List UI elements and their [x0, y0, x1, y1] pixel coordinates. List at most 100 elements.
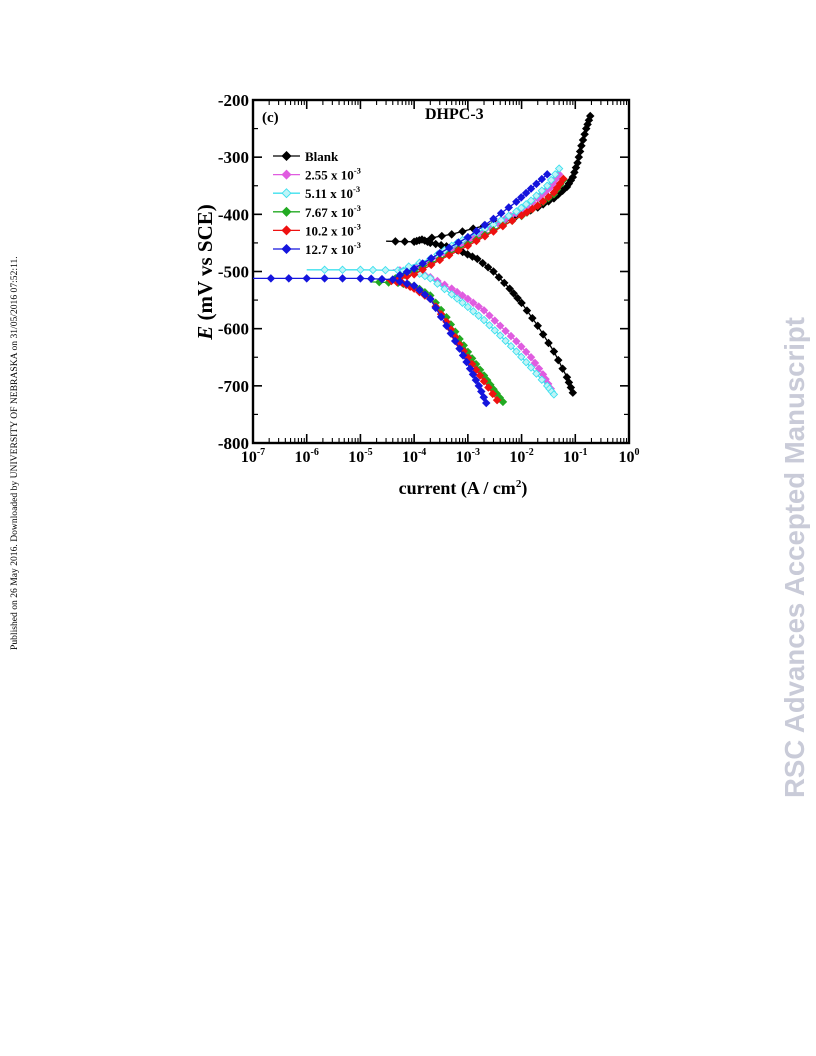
anodic-data-point [573, 158, 582, 168]
anodic-data-point [507, 216, 517, 226]
anodic-data-point [522, 208, 532, 217]
anodic-data-point [532, 191, 541, 200]
cathodic-data-point [513, 293, 522, 303]
cathodic-data-point [485, 321, 494, 330]
cathodic-data-point [478, 258, 487, 268]
anodic-data-point [489, 227, 498, 236]
anodic-data-point [472, 226, 481, 236]
anodic-data-point [418, 265, 427, 274]
cathodic-data-point [400, 237, 410, 246]
anodic-data-point [489, 214, 498, 224]
cathodic-data-point [505, 284, 514, 293]
legend-label-exponent: -3 [354, 221, 361, 231]
cathodic-data-point [320, 265, 329, 275]
x-tick-exponent: -4 [418, 447, 426, 458]
cathodic-data-point [482, 398, 491, 408]
anodic-data-point [528, 204, 537, 214]
anodic-data-point [463, 241, 473, 251]
anodic-data-point [504, 203, 513, 212]
anodic-branch-line [392, 173, 548, 279]
cathodic-data-point [320, 274, 329, 283]
anodic-data-point [512, 207, 521, 216]
cathodic-data-point [494, 272, 504, 282]
cathodic-data-point [479, 315, 489, 325]
legend-item: 10.2 x 10-3 [273, 221, 361, 238]
cathodic-data-point [522, 306, 532, 315]
cathodic-branch-line [385, 279, 498, 401]
cathodic-data-point [284, 274, 294, 283]
anodic-data-point [517, 193, 526, 202]
cathodic-data-point [338, 265, 347, 275]
cathodic-data-point [568, 388, 578, 397]
legend-label: 12.7 x 10-3 [305, 240, 361, 257]
legend-label: 2.55 x 10-3 [305, 166, 361, 183]
cathodic-data-point [479, 306, 489, 315]
cathodic-data-point [426, 294, 435, 304]
legend-marker [281, 169, 292, 180]
cathodic-data-point [426, 274, 435, 283]
anodic-data-point [472, 236, 481, 246]
x-tick-base: 10 [456, 449, 472, 466]
x-tick-exponent: 0 [635, 447, 640, 458]
cathodic-data-point [465, 364, 475, 373]
cathodic-data-point [469, 298, 478, 307]
legend-label-main: 2.55 x 10 [305, 168, 354, 183]
legend-label-main: 7.67 x 10 [305, 205, 354, 220]
anodic-data-point [426, 254, 436, 263]
watermark-text: RSC Advances Accepted Manuscript [779, 317, 810, 798]
legend-item: 5.11 x 10-3 [273, 184, 360, 201]
anodic-data-point [542, 170, 552, 179]
anodic-data-point [496, 208, 506, 218]
anodic-data-point [409, 270, 419, 279]
cathodic-data-point [517, 298, 526, 308]
anodic-data-point [480, 220, 490, 230]
x-tick-label: 10-4 [402, 447, 426, 466]
legend-label-exponent: -3 [353, 184, 360, 194]
anodic-data-point [537, 174, 547, 184]
anodic-data-point [426, 260, 436, 270]
cathodic-data-point [388, 275, 398, 284]
legend-item: 12.7 x 10-3 [273, 240, 361, 257]
legend-marker [281, 206, 292, 217]
cathodic-data-point [446, 329, 456, 338]
cathodic-data-point [512, 347, 521, 356]
anodic-data-point [395, 270, 405, 280]
cathodic-data-point [521, 357, 531, 367]
anodic-data-point [409, 264, 419, 273]
x-axis-label: current (A / cm2) [399, 478, 528, 499]
cathodic-data-point [554, 355, 563, 365]
cathodic-data-point [501, 326, 510, 336]
legend-marker [281, 150, 292, 162]
anodic-data-point [544, 192, 553, 202]
anodic-data-point [418, 259, 427, 268]
anodic-data-point [480, 232, 490, 241]
anodic-data-point [454, 246, 463, 255]
series-layer [253, 111, 595, 408]
legend-label-exponent: -3 [354, 203, 361, 213]
cathodic-data-point [468, 252, 477, 261]
cathodic-data-point [485, 311, 494, 320]
cathodic-data-point [533, 321, 542, 331]
cathodic-data-point [447, 290, 456, 299]
cathodic-data-point [484, 383, 493, 392]
anodic-data-point [538, 197, 548, 206]
cathodic-data-point [473, 254, 482, 264]
anodic-data-point [435, 248, 445, 258]
y-axis-label-text: (mV vs SCE) [193, 204, 217, 326]
cathodic-data-point [415, 285, 424, 295]
x-tick-label: 10-5 [348, 447, 372, 466]
y-axis-label-symbol: E [193, 326, 217, 341]
cathodic-data-point [490, 316, 500, 325]
cathodic-data-point [368, 265, 378, 275]
cathodic-data-point [409, 281, 419, 291]
cathodic-data-point [526, 353, 536, 362]
anodic-data-point [575, 147, 585, 156]
y-axis-ticks [253, 99, 629, 444]
cathodic-data-point [440, 284, 449, 294]
cathodic-data-point [420, 271, 430, 281]
cathodic-data-point [366, 274, 376, 283]
cathodic-data-point [474, 381, 484, 391]
polarization-chart: -200-300-400-500-600-700-800 10-7 10-6 10-… [193, 91, 640, 499]
x-axis-label-text: current (A / cm [399, 478, 516, 499]
cathodic-data-point [436, 312, 446, 322]
